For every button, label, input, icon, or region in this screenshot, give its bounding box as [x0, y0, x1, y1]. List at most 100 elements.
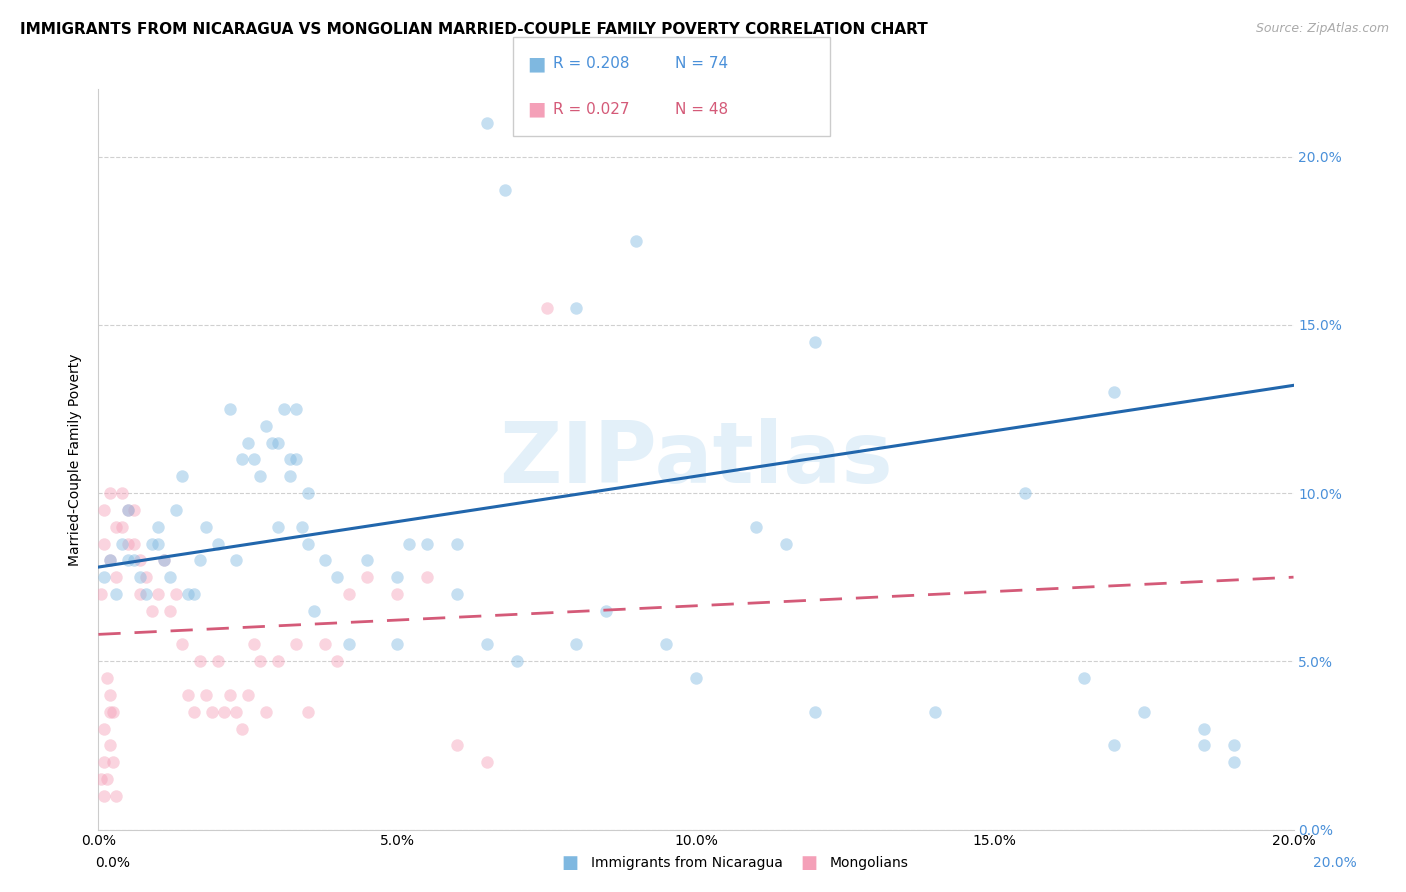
Point — [284, 637, 307, 651]
Point — [124, 553, 146, 567]
Point — [124, 536, 146, 550]
Point — [105, 519, 128, 533]
Point — [475, 116, 498, 130]
Point — [249, 469, 271, 483]
Point — [260, 435, 283, 450]
Point — [565, 301, 588, 315]
Point — [1192, 722, 1215, 736]
Point — [153, 553, 176, 567]
Point — [745, 519, 768, 533]
Point — [105, 570, 128, 584]
Text: ■: ■ — [800, 855, 817, 872]
Point — [165, 503, 187, 517]
Point — [98, 553, 122, 567]
Point — [565, 637, 588, 651]
Point — [315, 553, 337, 567]
Point — [129, 553, 152, 567]
Point — [273, 401, 295, 416]
Point — [129, 587, 152, 601]
Text: 0.0%: 0.0% — [96, 856, 131, 871]
Point — [1073, 671, 1095, 685]
Point — [117, 553, 139, 567]
Point — [1192, 739, 1215, 753]
Point — [98, 705, 122, 719]
Point — [141, 536, 163, 550]
Point — [129, 570, 152, 584]
Point — [96, 772, 118, 786]
Point — [326, 570, 349, 584]
Point — [356, 570, 378, 584]
Point — [1104, 385, 1126, 400]
Point — [195, 519, 218, 533]
Point — [111, 536, 134, 550]
Point — [188, 553, 211, 567]
Point — [183, 705, 205, 719]
Point — [93, 503, 115, 517]
Point — [90, 587, 112, 601]
Point — [595, 604, 617, 618]
Point — [201, 705, 224, 719]
Text: N = 74: N = 74 — [675, 56, 728, 71]
Point — [165, 587, 187, 601]
Point — [416, 536, 439, 550]
Text: 20.0%: 20.0% — [1313, 856, 1357, 871]
Point — [278, 469, 301, 483]
Point — [267, 435, 290, 450]
Point — [231, 452, 253, 467]
Point — [98, 486, 122, 500]
Point — [141, 604, 163, 618]
Point — [536, 301, 558, 315]
Point — [93, 536, 115, 550]
Point — [172, 637, 194, 651]
Point — [103, 705, 125, 719]
Point — [159, 570, 181, 584]
Point — [284, 452, 307, 467]
Point — [117, 503, 139, 517]
Point — [356, 553, 378, 567]
Point — [804, 705, 827, 719]
Point — [243, 452, 266, 467]
Point — [135, 587, 157, 601]
Point — [278, 452, 301, 467]
Text: ZIPatlas: ZIPatlas — [499, 417, 893, 501]
Point — [446, 739, 468, 753]
Point — [475, 756, 498, 770]
Point — [93, 570, 115, 584]
Point — [135, 570, 157, 584]
Text: ■: ■ — [527, 100, 546, 119]
Point — [297, 486, 319, 500]
Text: N = 48: N = 48 — [675, 102, 728, 117]
Text: ■: ■ — [527, 54, 546, 73]
Text: R = 0.208: R = 0.208 — [553, 56, 628, 71]
Point — [446, 587, 468, 601]
Point — [207, 654, 229, 668]
Point — [385, 637, 409, 651]
Point — [90, 772, 112, 786]
Point — [117, 503, 139, 517]
Text: Mongolians: Mongolians — [830, 856, 908, 871]
Point — [297, 536, 319, 550]
Point — [494, 183, 516, 197]
Point — [236, 688, 259, 702]
Text: Source: ZipAtlas.com: Source: ZipAtlas.com — [1256, 22, 1389, 36]
Point — [315, 637, 337, 651]
Point — [195, 688, 218, 702]
Point — [249, 654, 271, 668]
Point — [124, 503, 146, 517]
Point — [626, 234, 648, 248]
Point — [339, 587, 361, 601]
Point — [105, 789, 128, 803]
Text: ■: ■ — [561, 855, 578, 872]
Point — [385, 587, 409, 601]
Point — [96, 671, 118, 685]
Point — [212, 705, 235, 719]
Point — [172, 469, 194, 483]
Point — [1223, 739, 1246, 753]
Point — [225, 553, 247, 567]
Point — [254, 705, 277, 719]
Point — [98, 553, 122, 567]
Point — [111, 486, 134, 500]
Point — [267, 519, 290, 533]
Point — [243, 637, 266, 651]
Point — [207, 536, 229, 550]
